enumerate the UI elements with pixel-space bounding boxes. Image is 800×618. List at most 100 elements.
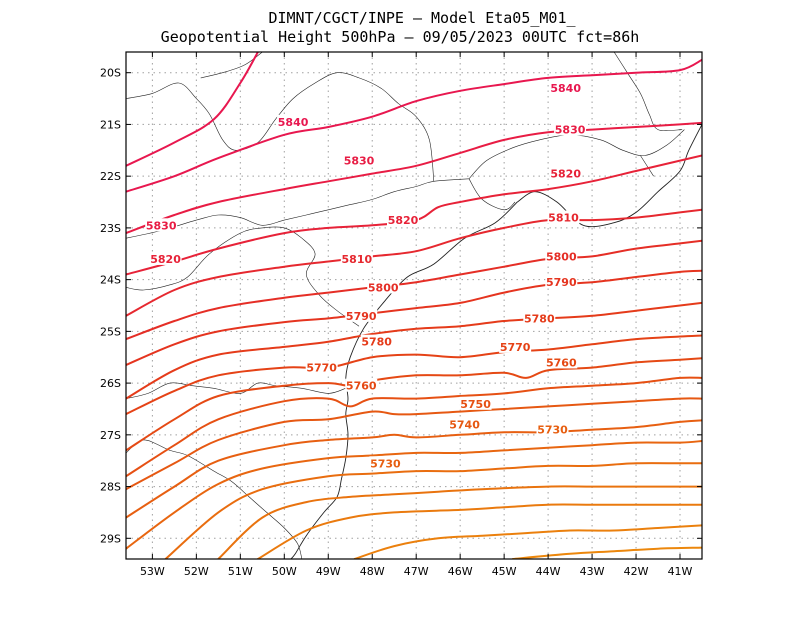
chart-title-line2: Geopotential Height 500hPa – 09/05/2023 … <box>161 28 640 46</box>
contour-lines <box>126 52 702 559</box>
contour-label: 5750 <box>460 398 491 411</box>
y-tick-label: 20S <box>100 67 121 80</box>
contour-label-bg <box>547 210 580 224</box>
contour-label: 5790 <box>346 310 377 323</box>
y-tick-label: 22S <box>100 170 121 183</box>
x-tick-label: 45W <box>492 565 517 578</box>
contour-label: 5810 <box>548 212 579 225</box>
x-tick-label: 48W <box>360 565 385 578</box>
contour-label: 5780 <box>524 312 555 325</box>
contour-label-bg <box>545 275 578 289</box>
contour-label: 5780 <box>361 336 392 349</box>
contour-5840 <box>126 52 259 167</box>
border-line <box>126 178 470 239</box>
contour-label-bg <box>277 114 310 128</box>
contour-label-bg <box>554 122 587 136</box>
contour-5740 <box>126 397 702 491</box>
contour-label-bg <box>367 280 400 294</box>
coastline-line <box>290 201 518 559</box>
x-tick-label: 49W <box>316 565 341 578</box>
x-tick-label: 51W <box>228 565 253 578</box>
contour-label-bg <box>360 334 393 348</box>
contour-label: 5740 <box>449 418 480 431</box>
contour-label: 5800 <box>546 250 577 263</box>
contour-label-bg <box>545 249 578 263</box>
border-line <box>126 72 435 182</box>
contour-label-bg <box>340 251 373 265</box>
border-line <box>613 52 683 132</box>
border-line <box>468 178 516 211</box>
x-tick-label: 43W <box>580 565 605 578</box>
contour-label-bg <box>305 360 338 374</box>
x-tick-label: 42W <box>624 565 649 578</box>
contour-label: 5800 <box>368 281 399 294</box>
contour-label: 5830 <box>344 155 375 168</box>
contour-label-bg <box>499 339 532 353</box>
chart-title-line1: DIMNT/CGCT/INPE – Model Eta05_M01_ <box>268 9 576 27</box>
contour-label-bg <box>545 355 578 369</box>
contour-5680 <box>353 524 702 559</box>
contour-5690 <box>256 503 702 559</box>
contour-label-bg <box>549 81 582 95</box>
contour-label: 5760 <box>546 356 577 369</box>
contour-label: 5820 <box>550 168 581 181</box>
y-tick-label: 29S <box>100 532 121 545</box>
contour-5810 <box>126 208 702 317</box>
contour-5730 <box>126 419 702 519</box>
contour-label-bg <box>523 311 556 325</box>
contour-label-bg <box>345 308 378 322</box>
contour-5710 <box>164 462 702 559</box>
contour-5760 <box>126 357 702 452</box>
x-tick-label: 50W <box>272 565 297 578</box>
x-tick-label: 53W <box>140 565 165 578</box>
contour-label: 5840 <box>278 116 309 129</box>
contour-5840 <box>126 58 702 193</box>
x-tick-label: 46W <box>448 565 473 578</box>
contour-label: 5730 <box>537 424 568 437</box>
contour-label-bg <box>536 422 569 436</box>
y-axis: 20S 21S 22S 23S 24S 25S 26S 27S 28S 29S <box>100 67 702 545</box>
contour-label-bg <box>387 213 420 227</box>
y-tick-label: 25S <box>100 325 121 338</box>
contour-5770 <box>126 334 702 416</box>
contour-label-bg <box>448 417 481 431</box>
contour-label-bg <box>549 166 582 180</box>
contour-label: 5760 <box>346 380 377 393</box>
contour-label-bg <box>369 456 402 470</box>
contour-5820 <box>126 154 702 276</box>
x-tick-label: 44W <box>536 565 561 578</box>
coastline-line <box>517 124 702 228</box>
contour-label-bg <box>149 251 182 265</box>
x-tick-label: 41W <box>668 565 693 578</box>
border-line <box>126 382 346 399</box>
contour-label-bg <box>145 218 178 232</box>
contour-label: 5810 <box>342 253 373 266</box>
border-line <box>200 52 263 79</box>
contour-label-bg <box>459 396 492 410</box>
plot-frame <box>125 51 703 560</box>
border-line <box>640 155 654 177</box>
y-tick-label: 23S <box>100 222 121 235</box>
contour-label-bg <box>343 153 376 167</box>
x-axis: 53W 52W 51W 50W 49W 48W 47W 46W 45W 44W 43W 42W 41W <box>140 52 693 578</box>
contour-label: 5820 <box>150 253 181 266</box>
contour-5790 <box>126 269 702 366</box>
contour-5720 <box>126 440 702 550</box>
contour-5750 <box>126 376 702 478</box>
y-tick-label: 27S <box>100 429 121 442</box>
contour-labels: 5840 5840 5830 5830 5830 5820 5820 5820 5810 5810… <box>145 81 587 470</box>
y-tick-label: 24S <box>100 274 121 287</box>
contour-label: 5840 <box>550 82 581 95</box>
contour-label: 5820 <box>388 214 419 227</box>
contour-label: 5830 <box>146 219 177 232</box>
y-tick-label: 26S <box>100 377 121 390</box>
border-line <box>468 129 685 180</box>
contour-label: 5830 <box>555 124 586 137</box>
contour-label: 5730 <box>370 457 401 470</box>
x-tick-label: 47W <box>404 565 429 578</box>
contour-label: 5790 <box>546 276 577 289</box>
contour-5670 <box>511 546 702 559</box>
x-tick-label: 52W <box>184 565 209 578</box>
y-tick-label: 21S <box>100 118 121 131</box>
